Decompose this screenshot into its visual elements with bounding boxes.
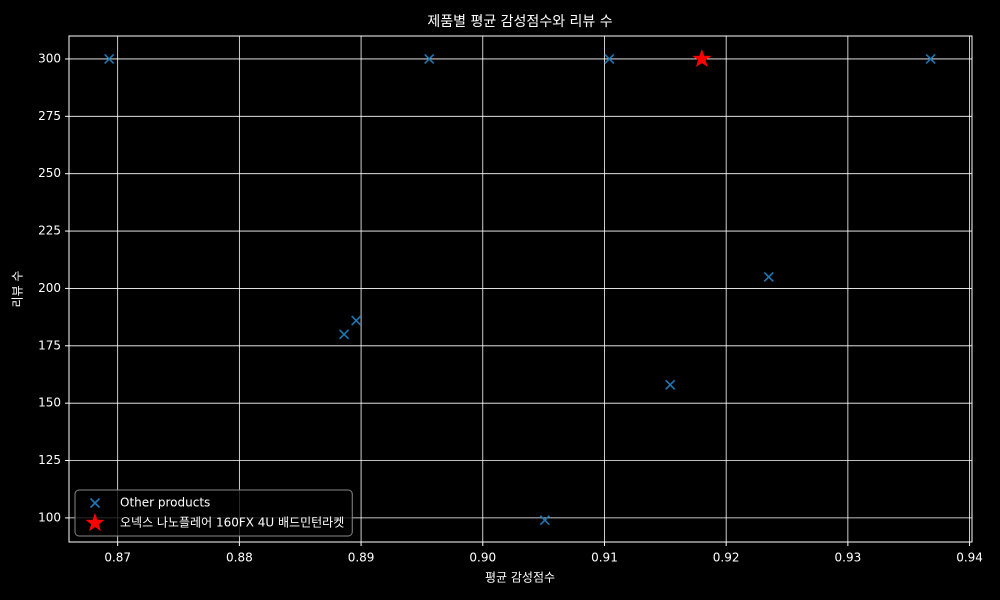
y-tick-label: 150: [38, 396, 61, 410]
legend-box: [74, 489, 353, 537]
star-marker: [85, 513, 105, 532]
legend-label: Other products: [120, 496, 210, 510]
y-tick-label: 100: [38, 510, 61, 524]
y-tick-label: 200: [38, 281, 61, 295]
y-axis-label: 리뷰 수: [11, 271, 25, 308]
x-tick-label: 0.94: [956, 551, 983, 565]
x-marker: [539, 515, 550, 526]
x-tick-label: 0.93: [835, 551, 862, 565]
legend-label: 오넥스 나노플레어 160FX 4U 배드민턴라켓: [120, 516, 344, 530]
x-marker: [925, 53, 936, 65]
x-marker: [351, 315, 362, 326]
x-marker: [604, 53, 615, 65]
x-tick-label: 0.90: [469, 551, 496, 565]
x-tick-label: 0.89: [348, 551, 375, 565]
x-tick-label: 0.88: [226, 551, 253, 565]
x-marker: [89, 497, 101, 509]
x-axis-label: 평균 감성점수: [485, 571, 555, 585]
x-marker: [338, 329, 350, 340]
x-marker: [104, 53, 115, 65]
chart-title: 제품별 평균 감성점수와 리뷰 수: [427, 14, 612, 30]
y-tick-label: 175: [38, 338, 61, 352]
x-marker: [763, 271, 774, 283]
y-tick-label: 225: [38, 224, 61, 238]
x-tick-label: 0.92: [713, 551, 740, 565]
x-tick-label: 0.91: [591, 551, 618, 565]
y-tick-label: 250: [38, 166, 61, 180]
legend: Other products 오넥스 나노플레어 160FX 4U 배드민턴라켓: [74, 489, 353, 537]
x-tick-label: 0.87: [104, 551, 131, 565]
plot-frame: [68, 35, 973, 543]
y-tick-label: 275: [38, 109, 61, 123]
y-tick-label: 300: [38, 51, 61, 65]
star-marker: [692, 48, 712, 68]
y-tick-label: 125: [38, 453, 61, 467]
x-marker: [424, 53, 435, 65]
x-marker: [665, 379, 676, 390]
